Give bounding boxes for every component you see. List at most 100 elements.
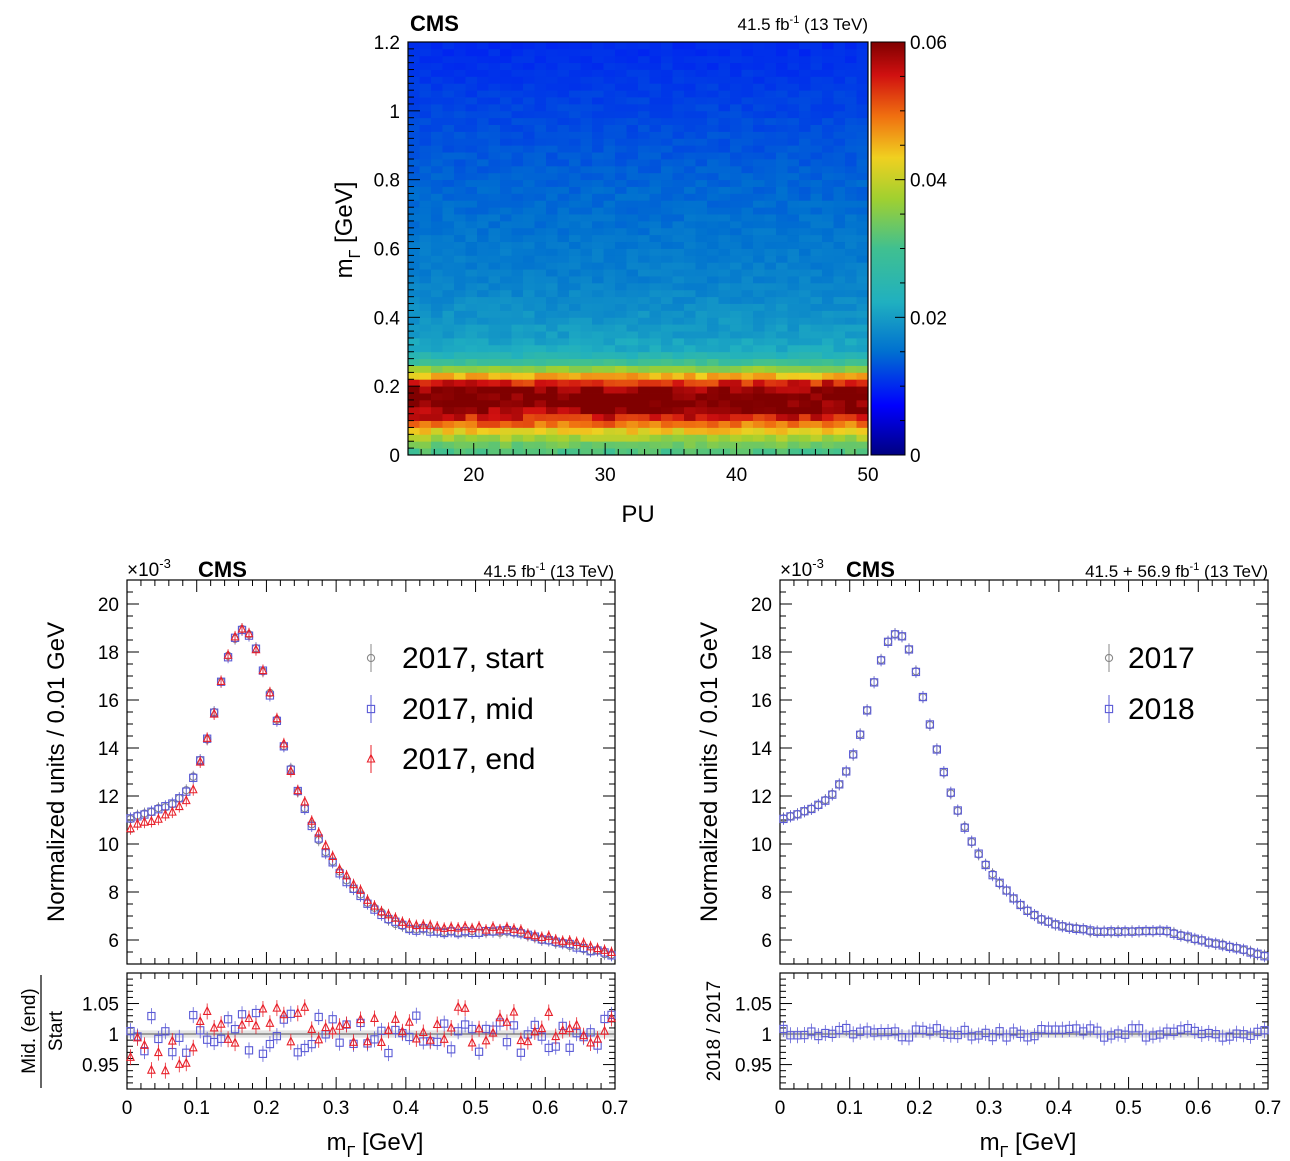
heatmap-cell — [511, 337, 524, 346]
heatmap-cell — [557, 420, 570, 428]
heatmap-cell — [419, 358, 432, 366]
ratio-point — [1120, 1030, 1130, 1039]
heatmap-cell — [580, 172, 593, 181]
heatmap-cell — [764, 117, 777, 125]
heatmap-cell — [672, 165, 685, 174]
heatmap-cell — [695, 262, 708, 270]
heatmap-cell — [523, 159, 535, 167]
heatmap-cell — [500, 179, 512, 187]
heatmap-cell — [615, 344, 627, 353]
bl-ylabel: Normalized units / 0.01 GeV — [43, 622, 70, 922]
heatmap-cell — [465, 220, 478, 229]
heatmap-cell — [431, 344, 443, 353]
data-point — [946, 788, 955, 797]
heatmap-cell — [753, 344, 765, 353]
heatmap-cell — [603, 337, 616, 346]
heatmap-cell — [431, 310, 443, 318]
heatmap-cell — [442, 200, 455, 208]
heatmap-cell — [615, 90, 627, 98]
heatmap-cell — [454, 317, 466, 325]
heatmap-cell — [454, 337, 466, 346]
heatmap-cell — [661, 282, 673, 291]
heatmap-cell — [523, 420, 535, 428]
heatmap-cell — [718, 441, 731, 449]
ratio-point — [321, 1021, 331, 1032]
heatmap-cell — [431, 427, 443, 435]
heatmap-cell — [569, 406, 581, 415]
heatmap-cell — [477, 110, 489, 119]
heatmap-cell — [856, 97, 869, 105]
heatmap-cell — [465, 331, 478, 339]
bl-legend: 2017, start 2017, mid 2017, end — [366, 642, 544, 776]
data-point — [439, 922, 449, 932]
heatmap-cell — [511, 186, 524, 194]
heatmap-cell — [569, 138, 581, 146]
heatmap-cell — [810, 42, 823, 50]
heatmap-cell — [776, 186, 788, 194]
heatmap-cell — [546, 441, 558, 449]
heatmap-cell — [810, 324, 823, 332]
heatmap-cell — [730, 193, 742, 201]
heatmap-cell — [718, 207, 731, 215]
heatmap-cell — [442, 372, 455, 380]
heatmap-cell — [511, 200, 524, 208]
heatmap-cell — [718, 159, 731, 167]
heatmap-cell — [810, 303, 823, 311]
heatmap-cell — [534, 262, 547, 270]
heatmap-cell — [534, 48, 547, 57]
heatmap-cell — [488, 42, 501, 50]
heatmap-cell — [454, 269, 466, 277]
heatmap-cell — [741, 386, 754, 394]
y-tick-label: 16 — [751, 691, 772, 712]
heatmap-cell — [592, 145, 604, 153]
heatmap-cell — [741, 344, 754, 353]
heatmap-cell — [649, 42, 662, 50]
heatmap-cell — [523, 282, 535, 291]
data-point — [551, 934, 561, 944]
heatmap-cell — [408, 138, 420, 146]
heatmap-cell — [626, 289, 639, 298]
heatmap-cell — [557, 303, 570, 311]
heatmap-cell — [523, 76, 535, 84]
heatmap-cell — [546, 248, 558, 256]
heatmap-cell — [454, 172, 466, 181]
heatmap-cell — [408, 172, 420, 181]
heatmap-cell — [442, 131, 455, 139]
heatmap-cell — [833, 365, 846, 373]
heatmap-cell — [856, 269, 869, 277]
heatmap-cell — [500, 145, 512, 153]
heatmap-cell — [626, 179, 639, 187]
heatmap-cell — [845, 372, 857, 380]
heatmap-cell — [569, 42, 581, 50]
heatmap-cell — [718, 62, 731, 70]
heatmap-cell — [845, 48, 857, 57]
heatmap-cell — [511, 193, 524, 201]
data-point — [974, 849, 983, 858]
heatmap-cell — [580, 344, 593, 353]
heatmap-cell — [822, 379, 834, 387]
heatmap-cell — [753, 448, 765, 456]
heatmap-cell — [753, 262, 765, 270]
heatmap-cell — [465, 351, 478, 360]
heatmap-cell — [592, 69, 604, 77]
heatmap-cell — [741, 303, 754, 311]
heatmap-cell — [845, 269, 857, 277]
heatmap-cell — [488, 172, 501, 181]
heatmap-cell — [695, 138, 708, 146]
heatmap-cell — [822, 441, 834, 449]
heatmap-cell — [408, 276, 420, 284]
heatmap-cell — [511, 427, 524, 435]
heatmap-cell — [477, 193, 489, 201]
heatmap-cell — [546, 186, 558, 194]
heatmap-cell — [810, 200, 823, 208]
heatmap-cell — [799, 296, 811, 304]
data-point — [1016, 900, 1025, 910]
heatmap-cell — [672, 220, 685, 229]
heatmap-cell — [776, 310, 788, 318]
heatmap-cell — [695, 234, 708, 243]
heatmap-cell — [442, 379, 455, 387]
heatmap-cell — [557, 55, 570, 64]
heatmap-cell — [419, 255, 432, 263]
heatmap-cell — [810, 227, 823, 236]
heatmap-cell — [488, 434, 501, 442]
